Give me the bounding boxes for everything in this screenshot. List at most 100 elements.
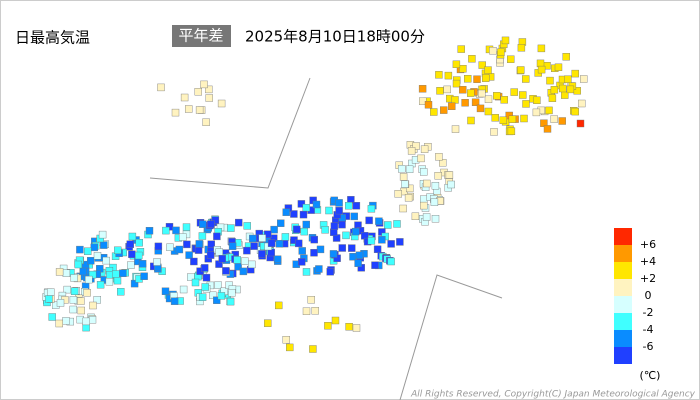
station (566, 85, 575, 94)
station (435, 71, 443, 79)
station (153, 258, 161, 266)
station (302, 268, 311, 276)
station (190, 257, 198, 266)
station (89, 301, 97, 310)
legend-swatch (614, 313, 632, 330)
station (241, 257, 249, 265)
station (299, 210, 308, 219)
station (537, 44, 546, 53)
station (202, 273, 211, 282)
station (550, 86, 559, 94)
station (113, 276, 122, 285)
station (457, 45, 465, 53)
station (282, 208, 290, 216)
legend-label: +4 (640, 255, 656, 268)
station (459, 64, 467, 73)
station (88, 316, 97, 324)
station (227, 224, 235, 232)
station (82, 317, 90, 326)
station (493, 92, 501, 100)
station (580, 75, 588, 83)
station (166, 243, 174, 252)
station (264, 230, 272, 239)
station (468, 55, 476, 63)
station (412, 142, 420, 150)
station (127, 261, 135, 269)
station (371, 261, 379, 269)
station (88, 270, 97, 279)
station (578, 99, 586, 108)
station (55, 268, 64, 276)
station (228, 242, 237, 250)
station (355, 251, 364, 260)
station (76, 245, 84, 254)
stations (42, 36, 588, 353)
station (501, 36, 510, 45)
station (394, 190, 402, 198)
station (258, 250, 266, 258)
station (335, 199, 343, 207)
station (228, 289, 236, 297)
station (211, 216, 220, 224)
station (522, 100, 530, 108)
station (86, 257, 95, 265)
station (233, 256, 241, 264)
station (214, 281, 222, 289)
station (478, 89, 486, 98)
station (74, 260, 83, 269)
station (217, 99, 226, 108)
station (559, 84, 567, 93)
station (234, 218, 243, 227)
station (309, 345, 317, 353)
station (491, 114, 499, 122)
station (113, 246, 122, 255)
station (365, 216, 373, 225)
station (399, 173, 408, 181)
station (431, 214, 440, 223)
station (517, 66, 525, 74)
station (452, 79, 461, 88)
station (420, 201, 428, 210)
station (467, 116, 475, 125)
station (98, 230, 107, 239)
station (270, 225, 278, 234)
station (243, 222, 252, 230)
station (324, 322, 332, 330)
station (134, 251, 143, 260)
station (239, 267, 248, 276)
station (172, 226, 180, 235)
station (399, 204, 407, 213)
station (300, 227, 308, 236)
station (206, 251, 215, 259)
station (128, 232, 137, 241)
station (484, 66, 492, 74)
station (207, 220, 215, 228)
station (316, 245, 325, 254)
station (444, 71, 453, 80)
station (116, 288, 125, 296)
station (217, 292, 226, 300)
station (171, 108, 180, 117)
station (396, 238, 404, 246)
station (476, 104, 485, 113)
station (249, 234, 257, 243)
station (128, 250, 136, 259)
station (45, 295, 53, 303)
station (282, 336, 290, 344)
station (424, 100, 433, 109)
station (550, 115, 558, 123)
station (178, 233, 187, 241)
station (213, 232, 221, 241)
station (448, 102, 456, 111)
station (191, 278, 200, 287)
station (325, 206, 333, 215)
station (250, 242, 258, 250)
station (329, 250, 338, 258)
station (522, 75, 530, 83)
legend-swatch (614, 296, 632, 313)
station (520, 114, 528, 123)
station (298, 247, 306, 255)
station (571, 69, 579, 78)
station (471, 98, 480, 107)
